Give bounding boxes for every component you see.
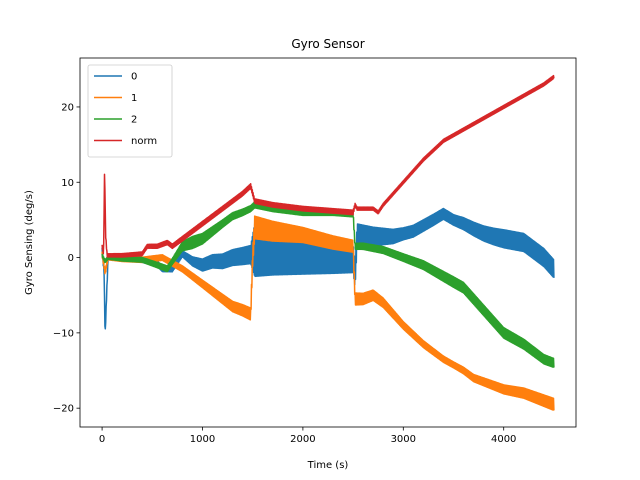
x-axis-label: Time (s) bbox=[307, 460, 349, 471]
x-axis: 0 1000 2000 3000 4000 bbox=[99, 427, 516, 445]
y-tick-label: 20 bbox=[61, 102, 74, 113]
legend: 0 1 2 norm bbox=[87, 64, 173, 158]
y-tick-label: 10 bbox=[61, 178, 74, 189]
x-tick-label: 2000 bbox=[290, 434, 315, 445]
plot-frame bbox=[79, 57, 577, 428]
x-tick-label: 0 bbox=[99, 434, 105, 445]
y-tick-label: 0 bbox=[68, 253, 74, 264]
legend-box bbox=[87, 64, 173, 158]
y-tick-label: −10 bbox=[53, 328, 74, 339]
x-tick-label: 1000 bbox=[190, 434, 215, 445]
series-line-norm bbox=[101, 74, 555, 258]
y-tick-label: −20 bbox=[53, 404, 74, 415]
series-line-1 bbox=[101, 215, 555, 411]
chart-title: Gyro Sensor bbox=[291, 37, 364, 51]
legend-label: 0 bbox=[131, 72, 137, 83]
x-tick-label: 3000 bbox=[391, 434, 416, 445]
series-line-0 bbox=[101, 207, 555, 330]
series-layer bbox=[101, 74, 555, 411]
x-tick-label: 4000 bbox=[491, 434, 516, 445]
plot-area bbox=[79, 57, 577, 428]
legend-label: norm bbox=[131, 136, 157, 147]
y-axis-label: Gyro Sensing (deg/s) bbox=[24, 190, 35, 295]
legend-label: 1 bbox=[131, 93, 137, 104]
legend-label: 2 bbox=[131, 115, 137, 126]
y-axis: −20 −10 0 10 20 bbox=[53, 102, 80, 415]
